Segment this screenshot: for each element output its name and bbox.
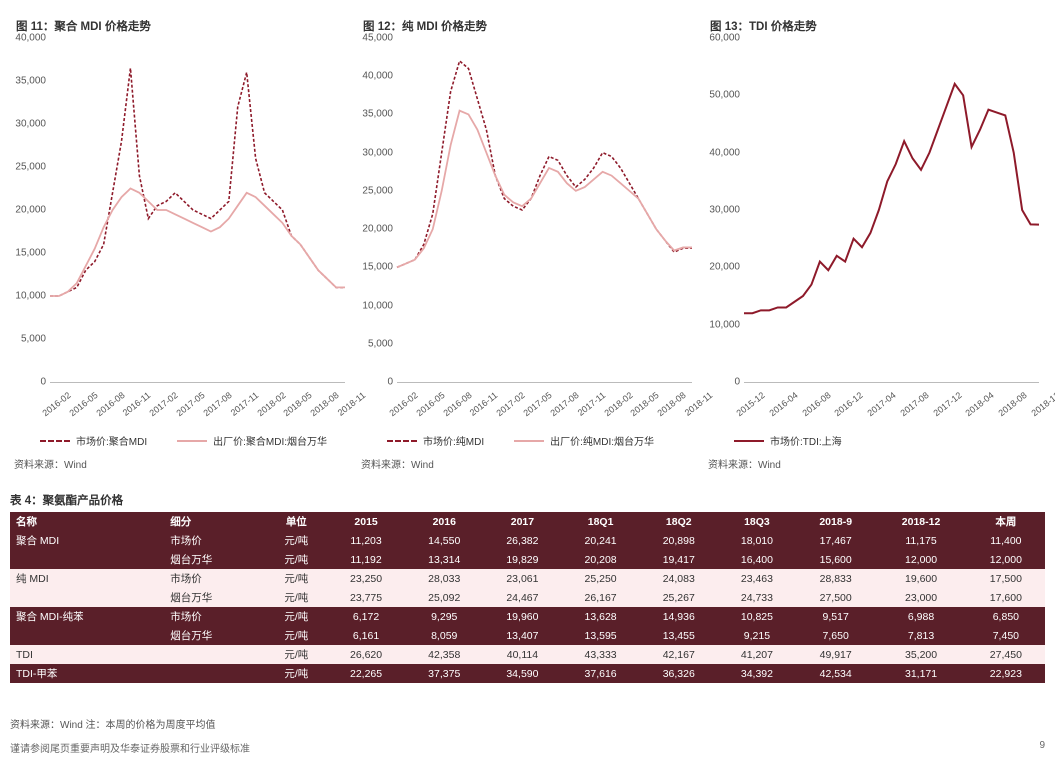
- source-3: 资料来源：Wind: [704, 456, 1045, 471]
- legend: 市场价:聚合MDI出厂价:聚合MDI:烟台万华: [40, 433, 327, 448]
- chart-title: 图 13：TDI 价格走势: [710, 18, 1045, 34]
- table-row: 烟台万华元/吨6,1618,05913,40713,59513,4559,215…: [10, 626, 1045, 645]
- chart-title: 图 11：聚合 MDI 价格走势: [16, 18, 351, 34]
- table-row: 聚合 MDI-纯苯市场价元/吨6,1729,29519,96013,62814,…: [10, 607, 1045, 626]
- plot-area: 05,00010,00015,00020,00025,00030,00035,0…: [397, 38, 692, 383]
- table-row: TDI-甲苯元/吨22,26537,37534,59037,61636,3263…: [10, 664, 1045, 683]
- chart-panel-2: 图 13：TDI 价格走势 010,00020,00030,00040,00050…: [704, 18, 1045, 448]
- price-table: 名称细分单位20152016201718Q118Q218Q32018-92018…: [10, 512, 1045, 683]
- chart-panel-1: 图 12：纯 MDI 价格走势 05,00010,00015,00020,0002…: [357, 18, 698, 448]
- table-row: 聚合 MDI市场价元/吨11,20314,55026,38220,24120,8…: [10, 531, 1045, 550]
- legend: 市场价:TDI:上海: [734, 433, 842, 448]
- source-2: 资料来源：Wind: [357, 456, 698, 471]
- table-row: 纯 MDI市场价元/吨23,25028,03323,06125,25024,08…: [10, 569, 1045, 588]
- source-1: 资料来源：Wind: [10, 456, 351, 471]
- table-title: 表 4：聚氨酯产品价格: [10, 492, 123, 508]
- table-row: TDI元/吨26,62042,35840,11443,33342,16741,2…: [10, 645, 1045, 664]
- chart-panel-0: 图 11：聚合 MDI 价格走势 05,00010,00015,00020,000…: [10, 18, 351, 448]
- table-source: 资料来源：Wind 注：本周的价格为周度平均值: [10, 716, 216, 731]
- table-row: 烟台万华元/吨23,77525,09224,46726,16725,26724,…: [10, 588, 1045, 607]
- table-row: 烟台万华元/吨11,19213,31419,82920,20819,41716,…: [10, 550, 1045, 569]
- plot-area: 05,00010,00015,00020,00025,00030,00035,0…: [50, 38, 345, 383]
- footer-right: 9: [1039, 740, 1045, 755]
- footer-left: 谨请参阅尾页重要声明及华泰证券股票和行业评级标准: [10, 740, 250, 755]
- plot-area: 010,00020,00030,00040,00050,00060,000: [744, 38, 1039, 383]
- chart-title: 图 12：纯 MDI 价格走势: [363, 18, 698, 34]
- legend: 市场价:纯MDI出厂价:纯MDI:烟台万华: [387, 433, 654, 448]
